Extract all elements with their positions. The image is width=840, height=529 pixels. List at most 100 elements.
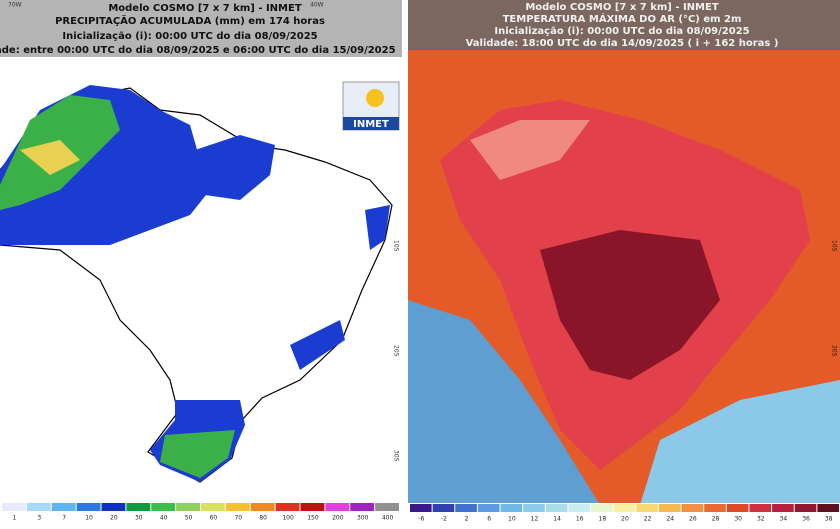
legend-swatch (250, 503, 275, 511)
legend-label: 36 (802, 516, 810, 523)
legend-label: 100 (282, 515, 294, 522)
legend-swatch (126, 503, 151, 511)
legend: 1 3 7 10 20 30 40 50 60 70 80 100 150 200 300 400 (2, 503, 399, 522)
legend-label: 24 (666, 516, 674, 523)
legend-swatch (375, 503, 399, 511)
legend-label: 30 (734, 516, 742, 523)
legend-label: 10 (85, 515, 93, 522)
legend-swatch (726, 504, 749, 512)
legend-swatch (225, 503, 250, 511)
land-warm (470, 120, 590, 180)
legend-swatch (817, 504, 839, 512)
legend-label: 10 (508, 516, 516, 523)
legend-swatch (636, 504, 658, 512)
legend-label: 60 (210, 515, 218, 522)
axis-label: 20S (831, 345, 838, 357)
axis-label: 20S (393, 345, 400, 357)
header-bar (0, 0, 402, 57)
legend: -6 -2 2 6 10 12 14 16 18 20 22 24 26 28 30 32 34 36 38 (410, 504, 839, 523)
legend-swatch (477, 504, 500, 512)
legend-label: -6 (418, 516, 424, 523)
legend-swatch (500, 504, 523, 512)
header-text: TEMPERATURA MÁXIMA DO AR (°C) em 2m (503, 12, 742, 25)
axis-label: 70W (8, 2, 22, 9)
divider (402, 0, 408, 525)
legend-swatch (51, 503, 76, 511)
ocean-cool (640, 380, 840, 505)
legend-swatch (201, 503, 225, 511)
legend-label: 3 (37, 515, 41, 522)
legend-label: 32 (757, 516, 765, 523)
header-text: Inicialização (i): 00:00 UTC do dia 08/0… (62, 31, 317, 42)
legend-swatch (101, 503, 126, 511)
header-text: PRECIPITAÇÃO ACUMULADA (mm) em 174 horas (55, 14, 325, 27)
legend-label: 20 (110, 515, 118, 522)
legend-label: -2 (441, 516, 447, 523)
header-bar (408, 0, 840, 50)
legend-label: 6 (487, 516, 491, 523)
legend-label: 80 (259, 515, 267, 522)
legend-swatch (591, 504, 613, 512)
axis-label: 10S (393, 240, 400, 252)
legend-swatch (410, 504, 432, 512)
rain-blue (290, 320, 345, 370)
legend-swatch (300, 503, 325, 511)
legend-label: 300 (357, 515, 369, 522)
header-text: Modelo COSMO [7 x 7 km] - INMET (108, 3, 302, 14)
header-text: Validade: 18:00 UTC do dia 14/09/2025 ( … (466, 38, 779, 49)
legend-swatch (176, 503, 200, 511)
legend-swatch (2, 503, 26, 511)
rain-yellow (20, 140, 80, 175)
legend-label: 70 (234, 515, 242, 522)
legend-label: 18 (599, 516, 607, 523)
legend-swatch (523, 504, 545, 512)
legend-label: 16 (576, 516, 584, 523)
legend-swatch (545, 504, 568, 512)
legend-label: 22 (644, 516, 652, 523)
logo-sun (366, 89, 384, 107)
legend-label: 38 (825, 516, 833, 523)
legend-swatch (26, 503, 51, 511)
legend-swatch (794, 504, 817, 512)
rain-blue (195, 135, 275, 200)
legend-label: 400 (382, 515, 394, 522)
legend-swatch (704, 504, 726, 512)
legend-swatch (325, 503, 350, 511)
legend-swatch (432, 504, 455, 512)
logo-bar (343, 117, 399, 130)
legend-label: 40 (160, 515, 168, 522)
legend-swatch (76, 503, 101, 511)
legend-swatch (749, 504, 772, 512)
logo-text: INMET (353, 119, 389, 130)
legend-swatch (455, 504, 477, 512)
header-text: Inicialização (i): 00:00 UTC do dia 08/0… (494, 26, 749, 37)
legend-label: 20 (621, 516, 629, 523)
legend-swatch (350, 503, 375, 511)
axis-label: 40W (310, 2, 324, 9)
axis-label: 10S (831, 240, 838, 252)
legend-swatch (275, 503, 300, 511)
ocean-cool (408, 300, 600, 505)
legend-swatch (681, 504, 704, 512)
legend-label: 7 (62, 515, 66, 522)
legend-swatch (151, 503, 176, 511)
legend-label: 28 (712, 516, 720, 523)
legend-label: 1 (13, 515, 17, 522)
legend-label: 26 (689, 516, 697, 523)
legend-label: 150 (307, 515, 319, 522)
header-text: idade: entre 00:00 UTC do dia 08/09/2025… (0, 45, 396, 56)
left-panel: Modelo COSMO [7 x 7 km] - INMET PRECIPIT… (0, 0, 402, 525)
legend-label: 2 (465, 516, 469, 523)
legend-label: 200 (332, 515, 344, 522)
legend-label: 34 (780, 516, 788, 523)
legend-swatch (613, 504, 636, 512)
land-hottest (540, 230, 720, 380)
legend-label: 12 (531, 516, 539, 523)
legend-label: 50 (185, 515, 193, 522)
rain-blue (365, 205, 390, 250)
header-text: Modelo COSMO [7 x 7 km] - INMET (525, 2, 719, 13)
legend-swatch (772, 504, 794, 512)
right-panel: Modelo COSMO [7 x 7 km] - INMET TEMPERAT… (408, 0, 840, 525)
legend-label: 30 (135, 515, 143, 522)
